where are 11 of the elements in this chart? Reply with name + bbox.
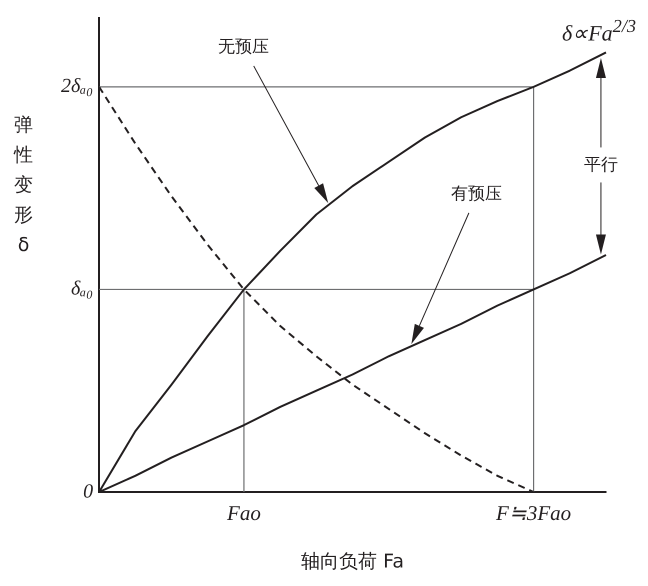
annotation: 平行: [584, 154, 618, 176]
x-tick-label: Fao: [226, 501, 261, 526]
x-axis-title: 轴向负荷 Fa: [301, 550, 404, 573]
y-tick-label: 2δₐ₀: [60, 75, 94, 98]
y-tick-label: δₐ₀: [70, 278, 94, 300]
annotation: 无预压: [218, 36, 270, 58]
y-tick-label: 0: [83, 480, 94, 502]
x-tick-label: F≒3Fao: [495, 501, 572, 526]
series-label: δ∝Fa$^{2/3}$: [562, 16, 636, 47]
y-axis-title: 弹性变形 δ: [14, 113, 33, 258]
annotation: 有预压: [451, 182, 502, 205]
